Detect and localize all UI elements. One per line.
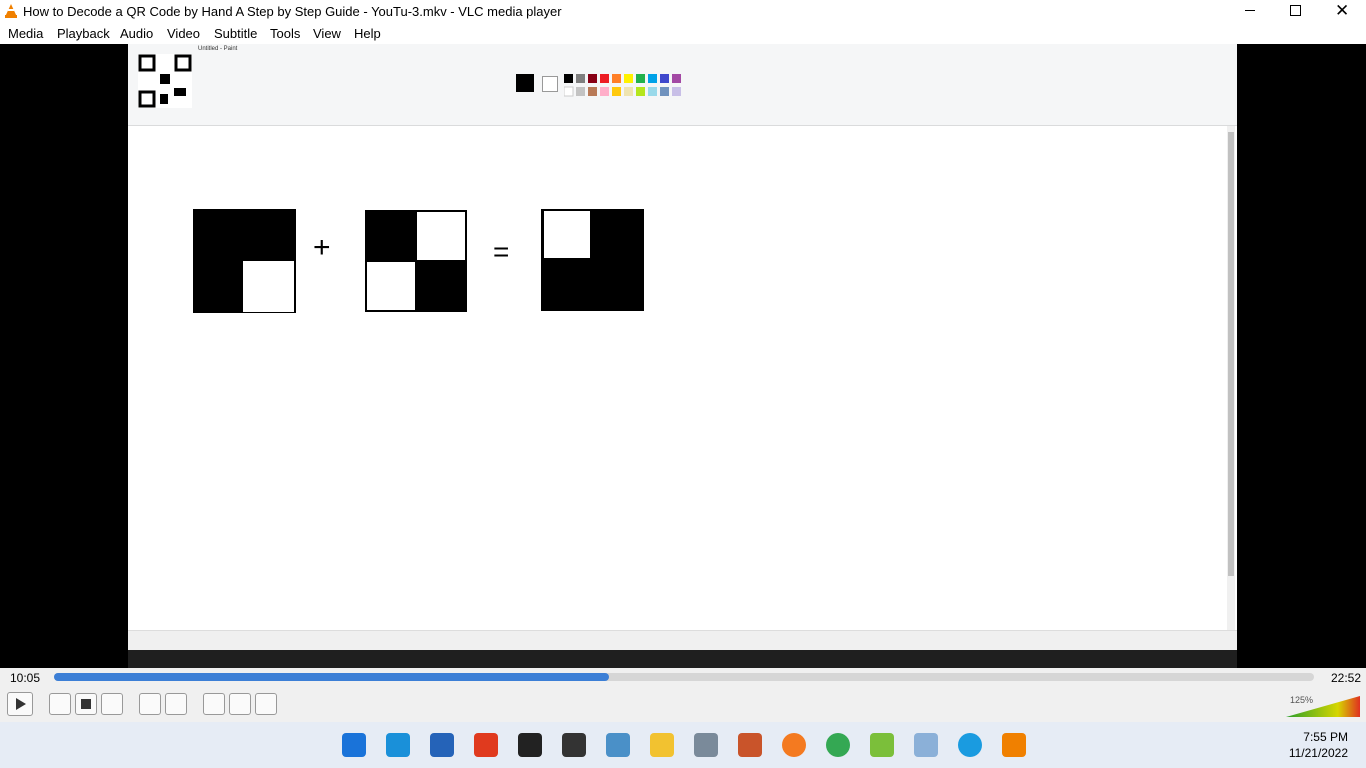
title-bar: How to Decode a QR Code by Hand A Step b… bbox=[0, 0, 1366, 22]
video-area: Untitled - Paint + = bbox=[0, 44, 1366, 668]
app-icon[interactable] bbox=[914, 733, 938, 757]
maximize[interactable] bbox=[1290, 5, 1301, 16]
app-icon[interactable] bbox=[474, 733, 498, 757]
qr-icon bbox=[138, 54, 192, 108]
next-button[interactable] bbox=[101, 693, 123, 715]
play-button[interactable] bbox=[7, 692, 33, 716]
paint-canvas bbox=[193, 126, 1235, 630]
app-icon[interactable] bbox=[650, 733, 674, 757]
close[interactable]: ✕ bbox=[1335, 1, 1350, 20]
minimize[interactable] bbox=[1245, 10, 1255, 11]
stop-button[interactable] bbox=[75, 693, 97, 715]
plus-sign: + bbox=[313, 231, 331, 264]
menu-item[interactable]: Tools bbox=[270, 26, 301, 41]
app-icon[interactable] bbox=[1002, 733, 1026, 757]
clock-time: 7:55 PM bbox=[1303, 730, 1348, 744]
app-icon[interactable] bbox=[518, 733, 542, 757]
player-controls: 10:05 22:52 125% bbox=[0, 668, 1366, 722]
colour-1[interactable] bbox=[516, 74, 534, 92]
menu-item[interactable]: Help bbox=[354, 26, 381, 41]
previous-button[interactable] bbox=[49, 693, 71, 715]
menu-item[interactable]: View bbox=[313, 26, 341, 41]
duration: 22:52 bbox=[1331, 671, 1362, 685]
menu-item[interactable]: Subtitle bbox=[214, 26, 258, 41]
menu-item[interactable]: Audio bbox=[120, 26, 154, 41]
seek-bar[interactable] bbox=[54, 673, 1314, 681]
playlist-button[interactable] bbox=[203, 693, 225, 715]
inner-taskbar bbox=[128, 650, 1237, 668]
app-icon[interactable] bbox=[958, 733, 982, 757]
menu-item[interactable]: Media bbox=[8, 26, 44, 41]
extended-settings-button[interactable] bbox=[165, 693, 187, 715]
paint-title: Untitled - Paint bbox=[198, 46, 238, 52]
equals-sign: = bbox=[493, 236, 510, 267]
menu-bar: Media Playback Audio Video Subtitle Tools View… bbox=[0, 22, 1366, 44]
app-icon[interactable] bbox=[694, 733, 718, 757]
app-icon[interactable] bbox=[562, 733, 586, 757]
vlc-icon bbox=[5, 4, 17, 18]
paint-ribbon: Untitled - Paint bbox=[128, 44, 1237, 126]
app-icon[interactable] bbox=[386, 733, 410, 757]
app-icon[interactable] bbox=[870, 733, 894, 757]
app-icon[interactable] bbox=[606, 733, 630, 757]
palette bbox=[564, 74, 681, 97]
start-button[interactable] bbox=[342, 733, 366, 757]
paint-status-bar bbox=[128, 630, 1237, 651]
loop-button[interactable] bbox=[229, 693, 251, 715]
menu-item[interactable]: Video bbox=[167, 26, 201, 41]
clock-date: 11/21/2022 bbox=[1288, 746, 1348, 760]
volume-label: 125% bbox=[1290, 695, 1314, 705]
seek-progress bbox=[54, 673, 609, 681]
volume-slider[interactable] bbox=[1286, 696, 1360, 718]
windows-taskbar: 7:55 PM 11/21/2022 bbox=[0, 722, 1366, 768]
app-icon[interactable] bbox=[430, 733, 454, 757]
shuffle-button[interactable] bbox=[255, 693, 277, 715]
paint-frame: Untitled - Paint + = bbox=[128, 44, 1237, 668]
app-icon[interactable] bbox=[738, 733, 762, 757]
window-title: How to Decode a QR Code by Hand A Step b… bbox=[23, 4, 562, 19]
app-icon[interactable] bbox=[782, 733, 806, 757]
fullscreen-button[interactable] bbox=[139, 693, 161, 715]
colour-2[interactable] bbox=[542, 76, 558, 92]
elapsed-time: 10:05 bbox=[10, 671, 41, 685]
menu-item[interactable]: Playback bbox=[57, 26, 110, 41]
app-icon[interactable] bbox=[826, 733, 850, 757]
